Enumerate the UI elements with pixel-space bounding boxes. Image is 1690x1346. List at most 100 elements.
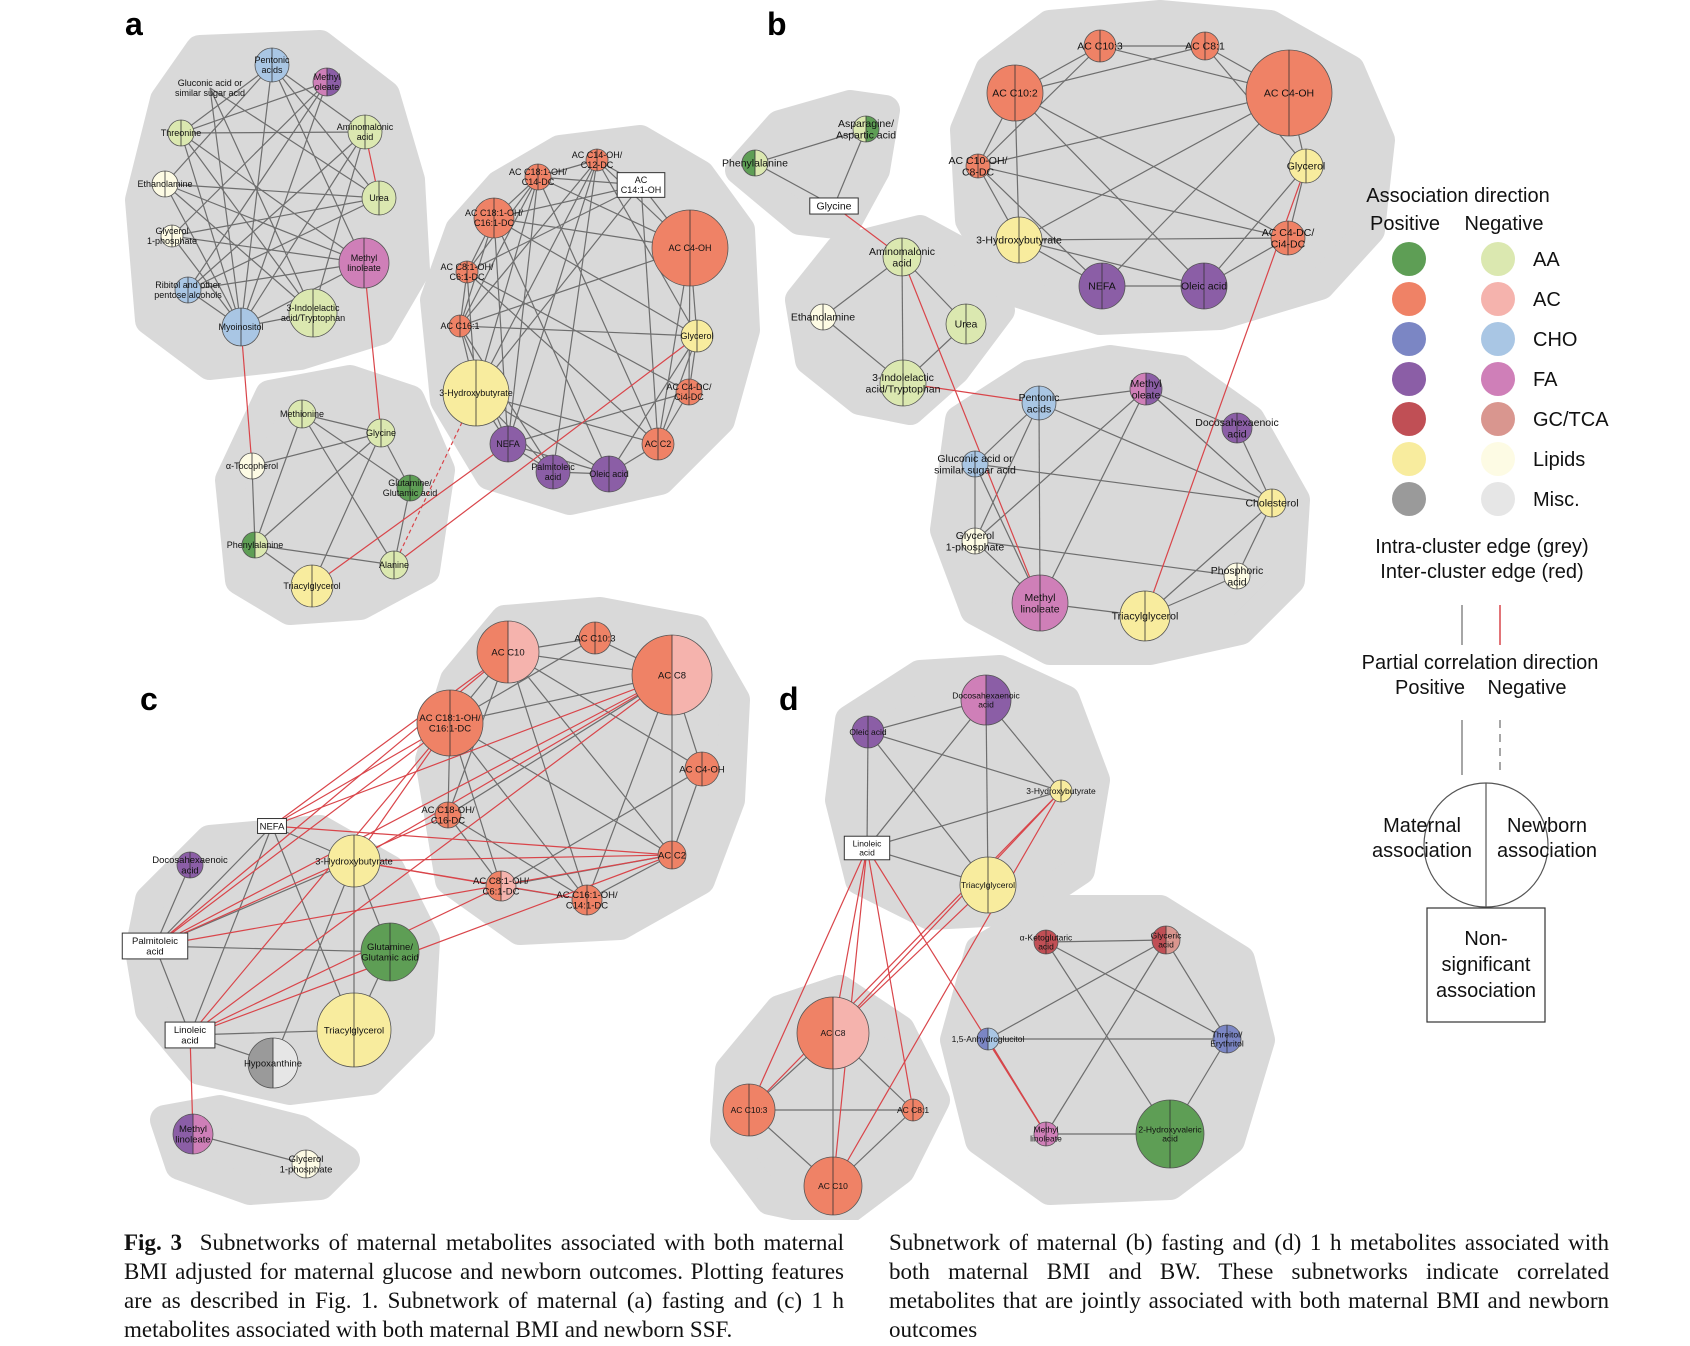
node-d5: Triacylglycerol bbox=[959, 856, 1017, 914]
node-a18: Alanine bbox=[379, 550, 409, 580]
inter-cluster-edge bbox=[271, 825, 673, 856]
node-label: Oleic acid bbox=[849, 727, 887, 737]
intra-cluster-edge bbox=[311, 432, 382, 587]
maternal-half bbox=[449, 315, 460, 337]
intra-cluster-edge bbox=[466, 271, 659, 445]
newborn-half bbox=[508, 426, 526, 462]
maternal-half bbox=[723, 1084, 749, 1136]
intra-cluster-edge bbox=[154, 945, 391, 953]
newborn-half bbox=[460, 315, 471, 337]
node-c10: NEFA bbox=[257, 818, 287, 834]
newborn-half bbox=[165, 171, 178, 197]
node-c8: AC C8:1-OH/C6:1-DC bbox=[473, 870, 529, 902]
node-label: Glycerol bbox=[680, 331, 713, 341]
node-label-line: Hypoxanthine bbox=[244, 1058, 302, 1069]
inter-cluster-edge bbox=[832, 790, 1062, 1034]
node-label: Gluconic acid or similar sugar acid bbox=[934, 453, 1016, 477]
node-a15: α-Tocopherol bbox=[226, 452, 278, 480]
intra-cluster-edge bbox=[240, 81, 328, 328]
maternal-half bbox=[222, 308, 241, 346]
node-c3: AC C8 bbox=[631, 634, 713, 716]
node-label: Methyl linoleate bbox=[347, 253, 381, 273]
node-label-line: acid bbox=[146, 947, 163, 958]
newborn-half bbox=[450, 690, 483, 756]
nonsig-box bbox=[164, 1021, 216, 1049]
node-label: NEFA bbox=[260, 821, 285, 832]
intra-cluster-edge bbox=[254, 432, 382, 546]
node-label: Hypoxanthine bbox=[244, 1058, 302, 1069]
node-label-line: AC C8:1-OH/ bbox=[473, 876, 529, 887]
newborn-half bbox=[966, 304, 986, 344]
node-label: Pentonic acids bbox=[254, 55, 290, 75]
node-label: AC C10:3 bbox=[1077, 41, 1123, 53]
inter-cluster-edge bbox=[393, 392, 477, 566]
newborn-half bbox=[467, 261, 478, 283]
node-label: Phosphoric acid bbox=[1211, 565, 1264, 589]
node-label-line: 1-phosphate bbox=[147, 236, 197, 246]
maternal-half bbox=[681, 320, 697, 352]
legend-newborn-1: Newborn bbox=[1507, 815, 1587, 837]
node-d14: AC C8:1 bbox=[897, 1098, 929, 1122]
intra-cluster-edge bbox=[1014, 92, 1205, 287]
node-label: Gluconic acid or similar sugar acid bbox=[175, 78, 245, 98]
inter-cluster-edge bbox=[353, 854, 673, 862]
maternal-half bbox=[317, 993, 354, 1067]
node-label-line: AC C10 bbox=[491, 647, 524, 658]
node-label: Triacylglycerol bbox=[324, 1025, 384, 1036]
newborn-half bbox=[1040, 575, 1068, 631]
newborn-half bbox=[448, 802, 461, 828]
node-d2: Oleic acid bbox=[849, 715, 887, 749]
node-label-line: 3-Hydroxybutyrate bbox=[1026, 786, 1096, 796]
cluster-background bbox=[940, 895, 1275, 1205]
node-label-line: 1,5-Anhydroglucitol bbox=[952, 1034, 1025, 1044]
node-d1: Docosahexaenoic acid bbox=[952, 674, 1021, 726]
node-a30: NEFA bbox=[489, 425, 527, 463]
node-label: Methyl oleate bbox=[1131, 378, 1162, 402]
node-label: AC C2 bbox=[645, 439, 672, 449]
node-a3: Methyl oleate bbox=[312, 67, 342, 97]
node-label-line: similar sugar acid bbox=[175, 88, 245, 98]
maternal-half bbox=[242, 532, 255, 558]
intra-cluster-edge bbox=[1045, 941, 1171, 1135]
newborn-half bbox=[365, 115, 382, 149]
maternal-half bbox=[328, 835, 354, 887]
node-a4: Threonine bbox=[161, 119, 201, 147]
node-b8: AC C10:3 bbox=[1077, 29, 1123, 63]
intra-cluster-edge bbox=[459, 159, 598, 327]
node-label-line: AC C10:2 bbox=[992, 88, 1038, 100]
intra-cluster-edge bbox=[867, 731, 989, 886]
node-b13: Glycerol bbox=[1287, 148, 1325, 184]
node-label-line: Triacylglycerol bbox=[283, 581, 340, 591]
intra-cluster-edge bbox=[187, 262, 365, 291]
node-a14: Glycine bbox=[366, 418, 396, 448]
inter-cluster-edge bbox=[189, 674, 673, 1036]
legend-swatch-negative bbox=[1481, 482, 1515, 516]
newborn-half bbox=[868, 716, 884, 748]
node-label-line: Docosahexaenoic bbox=[1195, 417, 1278, 429]
node-label-line: acid bbox=[181, 1036, 198, 1047]
intra-cluster-edge bbox=[586, 854, 673, 901]
node-label-line: Oleic acid bbox=[589, 469, 629, 479]
maternal-half bbox=[380, 551, 394, 579]
node-label-line: Aminomalonic bbox=[337, 122, 394, 132]
intra-cluster-edge bbox=[209, 87, 314, 314]
maternal-half bbox=[477, 621, 508, 683]
node-d12: AC C8 bbox=[796, 996, 870, 1070]
newborn-half bbox=[1288, 221, 1305, 255]
intra-cluster-edge bbox=[164, 183, 314, 314]
intra-cluster-edge bbox=[301, 413, 411, 489]
maternal-half bbox=[1222, 413, 1237, 443]
node-label-line: Triacylglycerol bbox=[324, 1025, 384, 1036]
newborn-half bbox=[986, 675, 1011, 725]
maternal-half bbox=[239, 453, 252, 479]
node-d3: 3-Hydroxybutyrate bbox=[1026, 779, 1096, 803]
node-b9: AC C8:1 bbox=[1185, 31, 1225, 61]
maternal-half bbox=[456, 261, 467, 283]
legend-pc-neg: Negative bbox=[1488, 677, 1567, 699]
maternal-half bbox=[435, 802, 448, 828]
node-c19: Glycerol 1-phosphate bbox=[280, 1149, 332, 1179]
legend-swatch-positive bbox=[1392, 282, 1426, 316]
legend-swatch-positive bbox=[1392, 442, 1426, 476]
newborn-half bbox=[833, 997, 869, 1069]
figure-label: Fig. 3 bbox=[124, 1230, 183, 1255]
